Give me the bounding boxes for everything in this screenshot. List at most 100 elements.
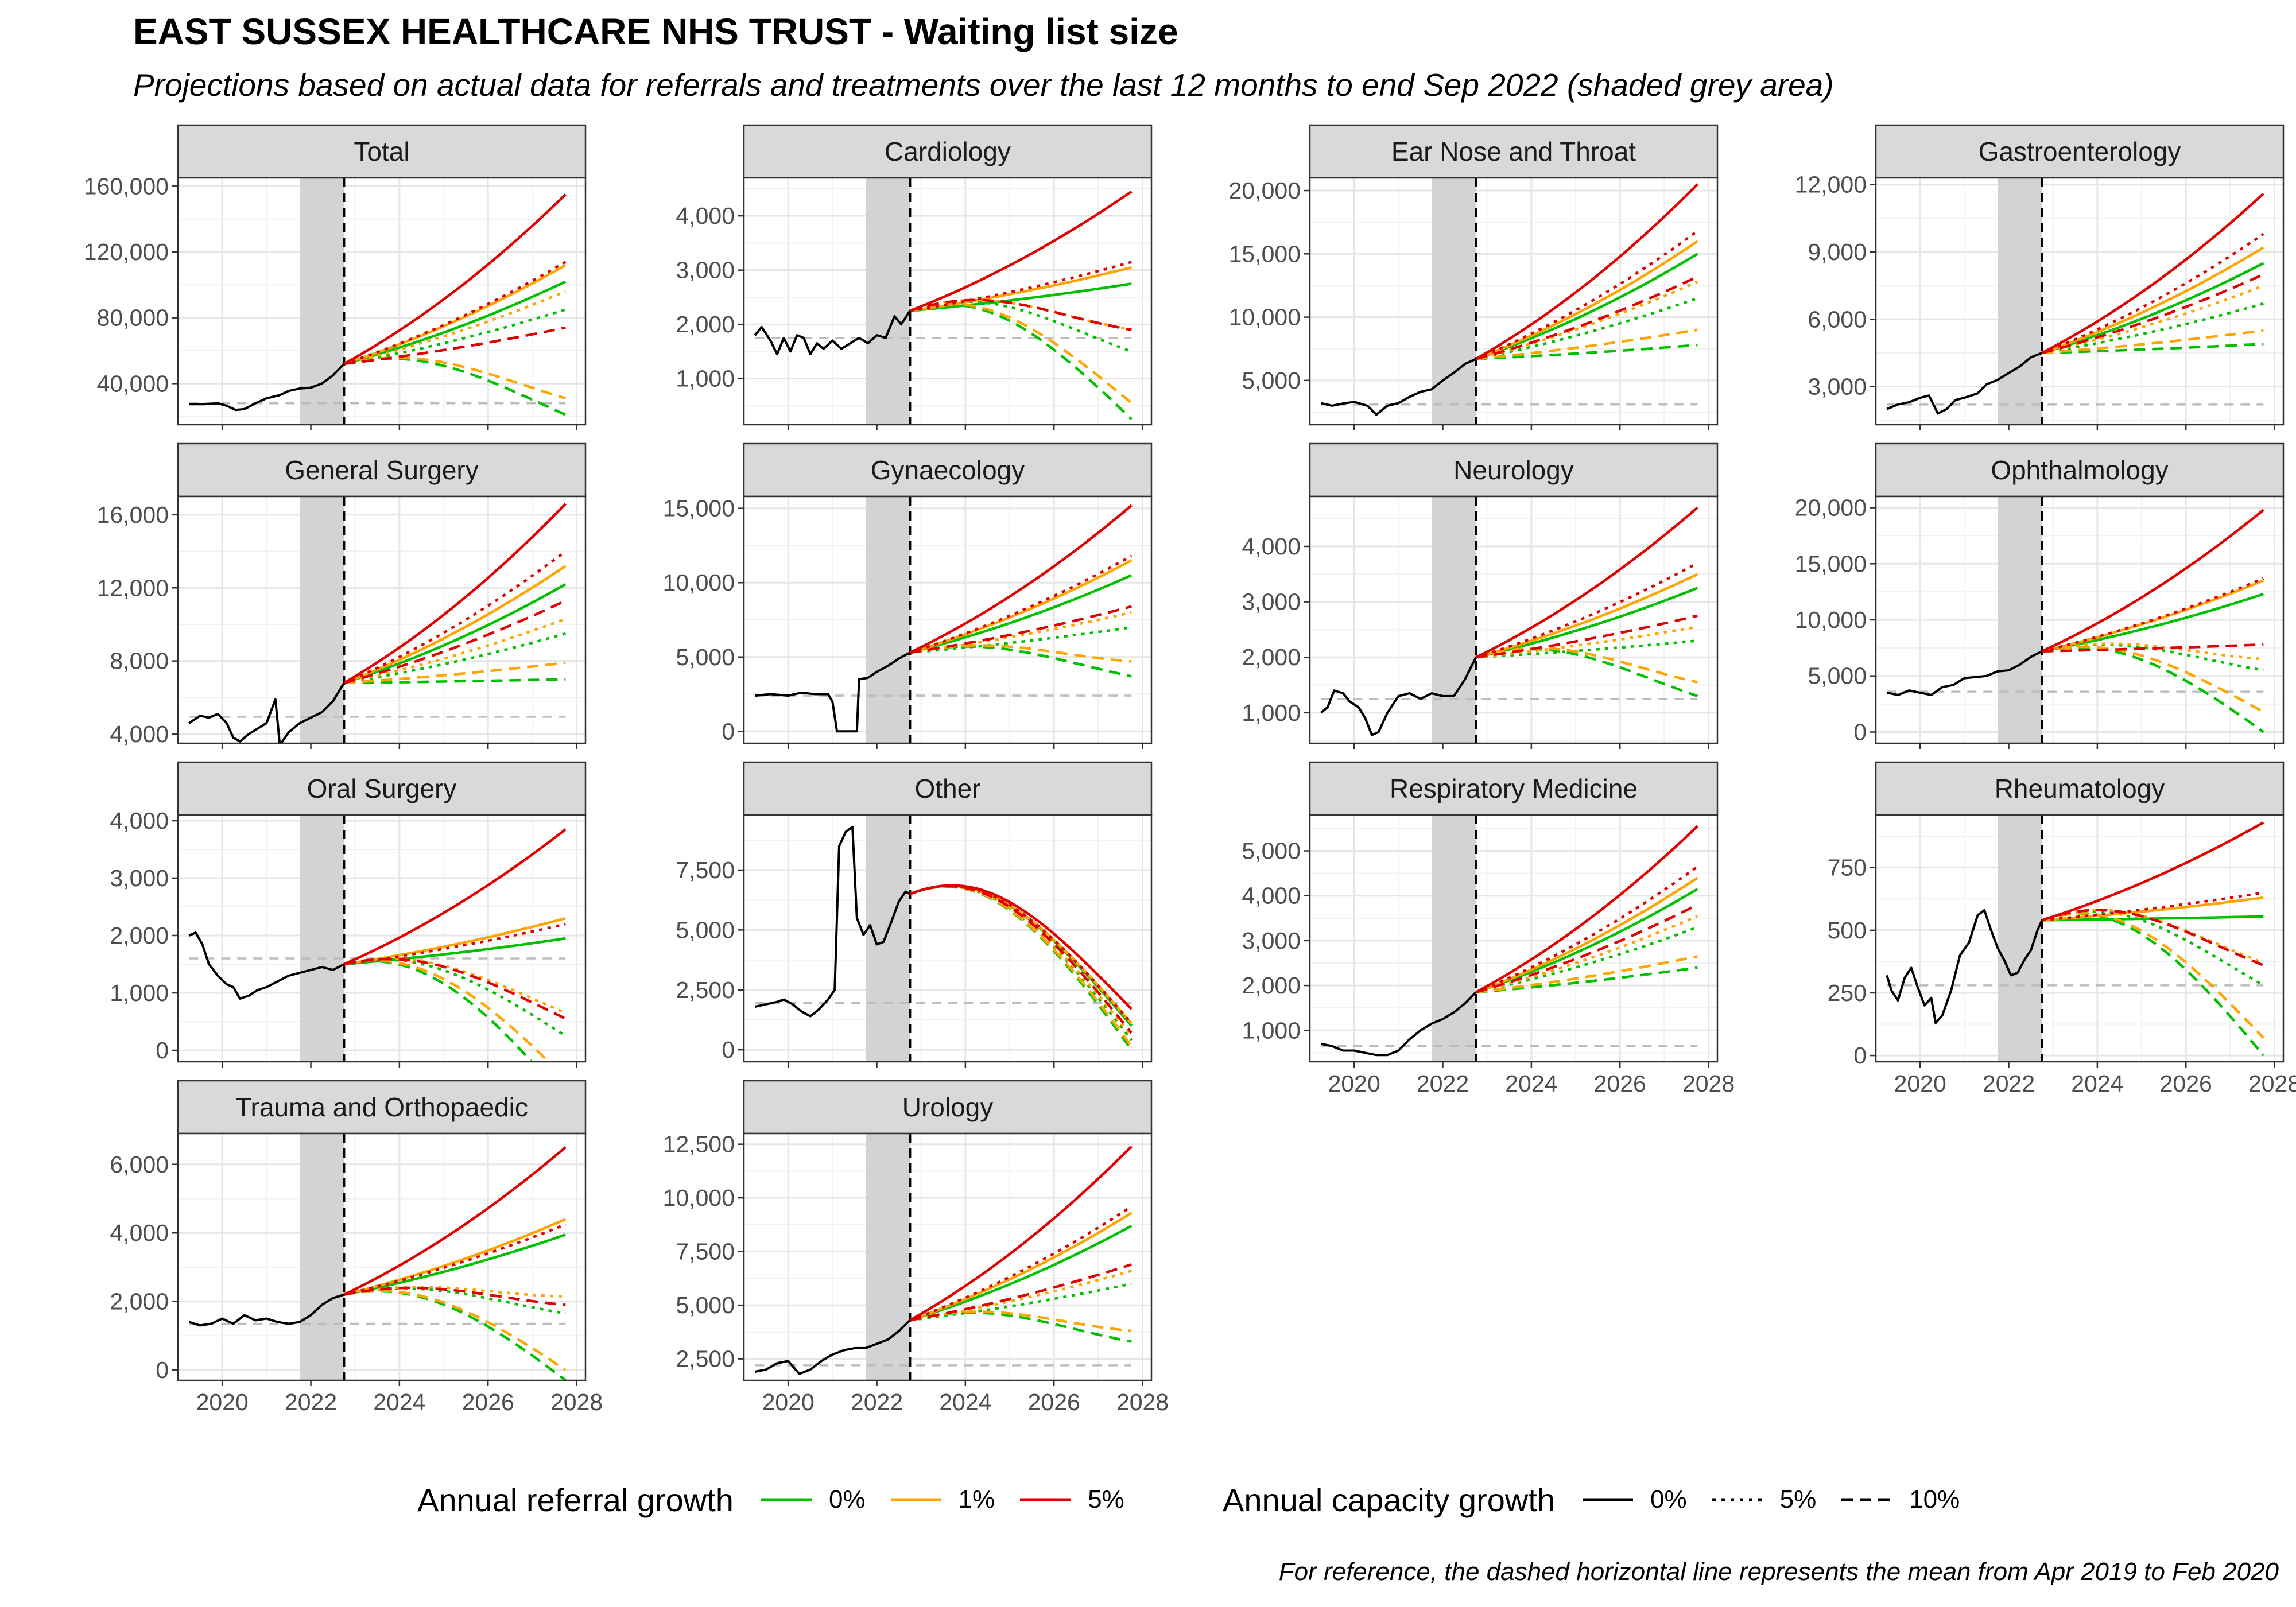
panel-border — [743, 177, 1153, 426]
projection-line-ref0-cap0 — [343, 280, 567, 366]
x-tick-label: 2024 — [373, 1389, 425, 1415]
actual-line — [754, 310, 912, 356]
panel-border — [1309, 814, 1719, 1063]
panel-strip — [1875, 761, 2285, 816]
y-tick-label: 2,500 — [676, 977, 735, 1003]
projection-line-ref5-cap0 — [2041, 192, 2264, 354]
y-tick-label: 3,000 — [110, 865, 169, 891]
actual-line — [1320, 991, 1477, 1057]
shaded-period — [866, 815, 910, 1062]
y-tick-label: 0 — [156, 1037, 169, 1063]
projection-line-ref5-cap5 — [1475, 865, 1698, 993]
panel-border — [1309, 177, 1719, 426]
projection-line-ref5-cap5 — [2041, 577, 2264, 653]
y-tick-label: 4,000 — [110, 1220, 169, 1246]
y-tick-label: 4,000 — [1242, 883, 1301, 909]
panel-background — [744, 815, 1151, 1062]
panel-strip — [743, 124, 1153, 179]
panel-border — [1875, 177, 2285, 426]
y-tick-label: 4,000 — [676, 203, 735, 229]
panel-border — [743, 495, 1153, 744]
projection-line-ref1-cap10 — [1476, 955, 1698, 994]
panel-strip — [177, 761, 587, 816]
y-tick-label: 7,500 — [676, 857, 735, 883]
projection-line-ref0-cap10 — [1476, 343, 1698, 360]
shaded-period — [1432, 496, 1476, 743]
legend-key-orange-line — [890, 1498, 941, 1501]
projection-line-ref0-cap5 — [1475, 297, 1698, 360]
projection-line-ref1-cap5 — [1476, 625, 1698, 659]
x-tick-label: 2022 — [851, 1389, 903, 1415]
shaded-period — [866, 1134, 910, 1380]
projection-line-ref1-cap5 — [2041, 284, 2264, 355]
panel-title: Neurology — [1453, 455, 1574, 485]
panel-total: Total 40,000 80,000 120,000 160,000 — [84, 124, 587, 430]
projection-line-ref5-cap5 — [2041, 232, 2264, 354]
y-tick-label: 12,500 — [663, 1131, 735, 1158]
x-tick-label: 2026 — [1594, 1070, 1646, 1097]
projection-line-ref0-cap0 — [1475, 888, 1698, 993]
projection-line-ref5-cap0 — [1475, 183, 1698, 360]
y-tick-label: 10,000 — [1229, 304, 1301, 331]
projection-line-ref5-cap0 — [1475, 506, 1698, 659]
y-tick-label: 0 — [722, 718, 735, 744]
y-tick-label: 40,000 — [97, 370, 169, 397]
actual-line — [755, 651, 911, 733]
panel-strip — [177, 442, 587, 498]
panel-plot-area — [178, 178, 585, 425]
y-tick-label: 1,000 — [676, 366, 735, 392]
panel-title: Total — [354, 137, 409, 166]
y-tick-label: 2,000 — [1242, 972, 1301, 999]
projection-line-ref5-cap5 — [343, 1223, 567, 1296]
projection-line-ref0-cap5 — [1476, 639, 1698, 659]
panel-strip — [743, 761, 1153, 816]
projection-line-ref5-cap0 — [909, 190, 1133, 312]
y-tick-label: 2,500 — [676, 1346, 735, 1372]
y-tick-label: 2,000 — [110, 1288, 169, 1315]
projection-line-ref5-cap10 — [344, 326, 566, 366]
panel-title: Oral Surgery — [307, 774, 457, 804]
projection-line-ref5-cap10 — [910, 605, 1132, 654]
panel-border — [177, 495, 587, 744]
projection-line-ref1-cap0 — [343, 565, 567, 684]
projection-line-ref1-cap0 — [909, 559, 1133, 654]
y-tick-label: 16,000 — [97, 502, 169, 528]
projection-line-ref1-cap0 — [2041, 246, 2264, 355]
panel-border — [743, 1132, 1153, 1381]
panel-strip — [743, 1080, 1153, 1135]
panel-border — [177, 177, 587, 426]
actual-line — [188, 1293, 344, 1327]
panel-title: Rheumatology — [1995, 774, 2165, 804]
projection-line-ref1-cap10 — [1475, 647, 1698, 684]
legend-label: 5% — [1088, 1485, 1124, 1513]
x-tick-label: 2022 — [285, 1389, 337, 1415]
y-tick-label: 4,000 — [110, 808, 169, 834]
projection-line-ref5-cap0 — [909, 884, 1133, 1010]
projection-line-ref5-cap5 — [1475, 562, 1698, 659]
projection-line-ref1-cap5 — [2041, 642, 2264, 661]
panel-plot-area — [1876, 815, 2283, 1062]
y-tick-label: 10,000 — [663, 1185, 735, 1211]
projection-line-ref5-cap0 — [343, 1146, 567, 1296]
y-tick-label: 10,000 — [1795, 607, 1867, 633]
panel-title: Respiratory Medicine — [1390, 774, 1638, 804]
shaded-period — [300, 496, 344, 743]
y-tick-label: 1,000 — [1242, 1017, 1301, 1043]
panel-strip — [743, 442, 1153, 498]
projection-line-ref0-cap5 — [2042, 302, 2264, 355]
panel-strip — [1875, 442, 2285, 498]
y-tick-label: 120,000 — [84, 239, 169, 265]
legend-key-dotted-line — [1712, 1498, 1763, 1501]
capacity-growth-legend: Annual capacity growth 0% 5% 10% — [1223, 1474, 1983, 1526]
y-tick-label: 1,000 — [1242, 700, 1301, 726]
panel-plot-area — [178, 496, 585, 743]
y-tick-label: 5,000 — [1242, 838, 1301, 864]
shaded-period — [300, 815, 344, 1062]
panel-plot-area — [744, 815, 1151, 1062]
x-tick-label: 2020 — [1894, 1070, 1946, 1097]
panel-plot-area — [178, 815, 585, 1062]
projection-line-ref0-cap0 — [910, 282, 1132, 312]
actual-line — [1886, 352, 2043, 415]
panel-border — [743, 814, 1153, 1063]
projection-line-ref0-cap0 — [343, 583, 567, 685]
